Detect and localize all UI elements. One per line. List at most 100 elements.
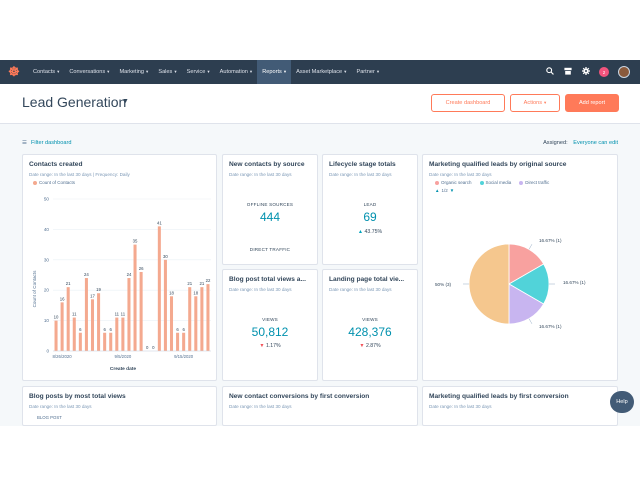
change-value: 43.75% [364,229,383,235]
nav-item-reports[interactable]: Reports ▾ [257,60,292,84]
y-axis-title: Count of Contacts [32,270,37,307]
bar [127,278,131,351]
bar [182,332,186,351]
new-contacts-by-source-card[interactable]: New contacts by source Date range: In th… [222,154,318,265]
data-label: 0 [146,345,149,350]
bar [115,317,119,351]
settings-icon[interactable] [581,67,590,77]
nav-label: Partner [356,69,375,75]
chevron-down-icon: ▾ [249,69,253,74]
contacts-created-card[interactable]: Contacts created Date range: In the last… [22,154,217,381]
landing-page-total-views-card[interactable]: Landing page total vie... Date range: In… [322,269,418,381]
mql-by-original-source-card[interactable]: Marketing qualified leads by original so… [422,154,618,381]
chevron-down-icon[interactable]: ▼ [122,98,129,105]
search-icon[interactable] [545,67,554,77]
data-label: 11 [72,312,77,317]
marketplace-icon[interactable] [563,67,572,77]
bar [66,287,70,351]
legend-pager[interactable]: ▲ 1/2 ▼ [435,188,454,193]
trend-up-icon: ▲ [357,229,364,235]
button-label: Actions [523,100,543,106]
assigned-value-link[interactable]: Everyone can edit [573,140,618,146]
x-tick-label: 8/26/2020 [53,354,73,359]
avatar[interactable] [618,66,630,78]
x-tick-label: 9/5/2020 [115,354,132,359]
chevron-down-icon: ▾ [174,69,177,74]
blog-posts-most-views-card[interactable]: Blog posts by most total views Date rang… [22,386,217,426]
card-subtitle: Date range: In the last 30 days [229,404,292,409]
data-label: 16 [60,296,65,301]
legend-swatch [519,180,524,185]
nav-item-service[interactable]: Service ▾ [182,60,215,84]
y-tick-label: 40 [44,227,50,232]
column-header[interactable]: BLOG POST [37,415,62,420]
pie-chart: 16.67% (1) 16.67% (1) 16.67% (1) 50% (3) [435,238,586,329]
bar [72,317,76,351]
pager-down-icon[interactable]: ▼ [449,188,455,193]
filter-dashboard-link[interactable]: ☰ Filter dashboard [22,140,71,146]
blog-post-total-views-card[interactable]: Blog post total views a... Date range: I… [222,269,318,381]
leader-line [528,244,533,250]
data-label: 18 [169,290,174,295]
x-tick-label: 9/15/2020 [174,354,194,359]
data-label: 17 [90,293,95,298]
add-report-button[interactable]: Add report [565,94,619,112]
card-subtitle: Date range: In the last 30 days [229,172,292,177]
bar [54,320,58,351]
data-label: 10 [54,315,59,320]
create-dashboard-button[interactable]: Create dashboard [431,94,505,112]
bar [97,293,101,351]
bar [103,332,107,351]
pager-up-icon[interactable]: ▲ [435,188,440,193]
card-subtitle: Date range: In the last 30 days [229,287,292,292]
data-label: 24 [127,272,132,277]
chevron-down-icon: ▾ [283,69,287,74]
card-title: Marketing qualified leads by original so… [429,161,567,168]
data-label: 6 [103,327,106,332]
pager-label: 1/2 [441,188,448,193]
legend-swatch [479,180,484,185]
nav-item-marketing[interactable]: Marketing ▾ [114,60,153,84]
bar [188,287,192,351]
kpi-value: 428,376 [348,325,392,339]
kpi-value: 69 [363,210,377,224]
kpi-label: OFFLINE SOURCES [246,202,294,207]
mql-first-conversion-card[interactable]: Marketing qualified leads by first conve… [422,386,618,426]
nav-item-sales[interactable]: Sales ▾ [153,60,181,84]
legend-swatch [435,180,439,185]
chevron-down-icon: ▾ [146,69,149,74]
dashboard-toolbar: ☰ Filter dashboard Assigned: Everyone can… [0,124,640,152]
divider: | [92,172,96,177]
actions-button[interactable]: Actions ▾ [510,94,560,112]
kpi-label: LEAD [363,202,377,207]
contact-conversions-card[interactable]: New contact conversions by first convers… [222,386,418,426]
y-tick-label: 50 [44,197,50,202]
card-title: Landing page total vie... [329,276,405,283]
help-button[interactable]: Help [610,391,634,413]
bar [157,226,161,351]
data-label: 11 [121,312,126,317]
legend-swatch [33,180,37,185]
data-label: 30 [163,254,168,259]
hubspot-logo-icon[interactable]: ☸ [8,64,20,79]
data-label: 11 [115,312,120,317]
nav-item-conversations[interactable]: Conversations ▾ [64,60,114,84]
y-tick-label: 30 [44,257,50,262]
nav-item-contacts[interactable]: Contacts ▾ [28,60,64,84]
nav-label: Marketing [119,69,145,75]
nav-label: Conversations [69,69,106,75]
page-title[interactable]: Lead Generation [22,94,127,110]
data-label: 19 [96,287,101,292]
nav-item-automation[interactable]: Automation ▾ [215,60,258,84]
nav-item-partner[interactable]: Partner ▾ [351,60,384,84]
lifecycle-stage-totals-card[interactable]: Lifecycle stage totals Date range: In th… [322,154,418,265]
bar [121,317,125,351]
notifications-icon[interactable]: 2 [599,67,609,77]
card-title: Marketing qualified leads by first conve… [429,393,569,400]
bar [163,259,167,351]
data-label: 6 [176,327,179,332]
nav-item-asset-marketplace[interactable]: Asset Marketplace ▾ [291,60,351,84]
card-subtitle: Date range: In the last 30 days | Freque… [29,172,130,177]
data-label: 6 [79,327,82,332]
assigned-info: Assigned: Everyone can edit [543,140,618,146]
